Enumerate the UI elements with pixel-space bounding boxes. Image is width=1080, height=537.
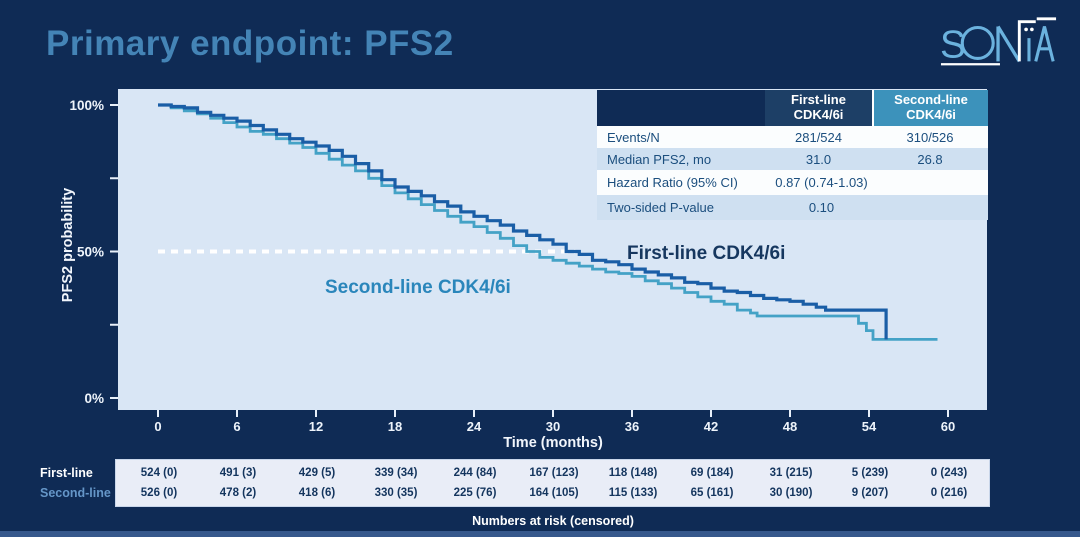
stats-pvalue: 0.10 (765, 195, 988, 220)
stats-median-second: 26.8 (872, 148, 988, 170)
risk-value-first-line: 31 (215) (769, 467, 813, 479)
x-tick-label: 30 (546, 419, 560, 434)
stats-median-first: 31.0 (765, 148, 872, 170)
curve-label-second-line: Second-line CDK4/6i (325, 277, 511, 298)
stats-events-second: 310/526 (872, 126, 988, 148)
risk-value-second-line: 478 (2) (219, 487, 257, 499)
x-tick-label: 60 (941, 419, 955, 434)
risk-value-first-line: 167 (123) (529, 467, 579, 479)
stats-row-median-label: Median PFS2, mo (597, 148, 765, 170)
risk-value-first-line: 244 (84) (453, 467, 497, 479)
stats-hr-value: 0.87 (0.74-1.03) (765, 170, 988, 195)
stats-header-first-line: First-line CDK4/6i (765, 90, 872, 126)
risk-value-second-line: 30 (190) (769, 487, 813, 499)
stats-header-first-line-1: First-line (791, 92, 846, 108)
curve-label-first-line: First-line CDK4/6i (627, 243, 786, 264)
y-tick-label: 50% (77, 245, 104, 260)
risk-table-caption: Numbers at risk (censored) (472, 514, 634, 528)
x-tick-label: 18 (388, 419, 402, 434)
stats-header-second-line: Second-line CDK4/6i (872, 90, 988, 126)
x-tick-label: 0 (154, 419, 161, 434)
risk-value-second-line: 115 (133) (608, 487, 658, 499)
footer-strip (0, 531, 1080, 537)
risk-value-first-line: 118 (148) (608, 467, 658, 479)
risk-value-first-line: 491 (3) (219, 467, 257, 479)
risk-value-first-line: 429 (5) (298, 467, 336, 479)
y-axis-title: PFS2 probability (60, 188, 76, 302)
stats-events-first: 281/524 (765, 126, 872, 148)
x-tick-label: 54 (862, 419, 877, 434)
x-axis-ticks: 0 6 12 18 24 30 36 42 48 54 60 (154, 410, 955, 434)
risk-value-second-line: 330 (35) (374, 487, 418, 499)
y-tick-label: 100% (69, 98, 104, 113)
x-tick-label: 24 (467, 419, 482, 434)
risk-value-second-line: 9 (207) (851, 487, 889, 499)
stats-row-hr-label: Hazard Ratio (95% CI) (597, 170, 765, 195)
y-axis-ticks: 100% 50% 0% (69, 98, 118, 406)
risk-value-first-line: 524 (0) (140, 467, 178, 479)
risk-value-second-line: 164 (105) (529, 487, 579, 499)
stats-table: First-line CDK4/6i Second-line CDK4/6i E… (597, 90, 988, 220)
x-axis-title: Time (months) (503, 435, 603, 451)
risk-value-second-line: 418 (6) (298, 487, 336, 499)
x-tick-label: 12 (309, 419, 323, 434)
risk-value-first-line: 339 (34) (374, 467, 418, 479)
stats-row-pvalue-label: Two-sided P-value (597, 195, 765, 220)
risk-value-first-line: 0 (243) (930, 467, 968, 479)
risk-row-label-second-line: Second-line (40, 486, 111, 500)
slide-title: Primary endpoint: PFS2 (46, 24, 454, 63)
risk-value-second-line: 0 (216) (930, 487, 968, 499)
stats-header-spacer (597, 90, 765, 126)
survival-curve-first-line (158, 103, 888, 340)
km-chart: 100% 50% 0% 0 6 12 18 24 30 36 42 48 54 60 PFS2 prob… (60, 89, 987, 451)
survival-curve-second-line (158, 103, 938, 341)
risk-value-second-line: 225 (76) (453, 487, 497, 499)
stats-header-second-line-1: Second-line (894, 92, 968, 108)
stats-header-second-line-2: CDK4/6i (906, 107, 956, 122)
sonia-logo: S (940, 16, 1058, 73)
stats-row-events-label: Events/N (597, 126, 765, 148)
risk-value-second-line: 526 (0) (140, 487, 178, 499)
risk-row-label-first-line: First-line (40, 466, 93, 480)
y-tick-label: 0% (84, 391, 104, 406)
risk-value-first-line: 5 (239) (851, 467, 889, 479)
sonia-logo-graphic: S (940, 17, 1057, 66)
risk-value-first-line: 69 (184) (690, 467, 734, 479)
x-tick-label: 6 (233, 419, 240, 434)
x-tick-label: 36 (625, 419, 639, 434)
x-tick-label: 42 (704, 419, 718, 434)
risk-table-panel: 524 (0) 491 (3) 429 (5) 339 (34) 244 (84) 167… (115, 459, 990, 507)
stats-header-first-line-2: CDK4/6i (793, 107, 844, 122)
x-tick-label: 48 (783, 419, 797, 434)
survival-curves (158, 103, 938, 341)
risk-value-second-line: 65 (161) (690, 487, 734, 499)
